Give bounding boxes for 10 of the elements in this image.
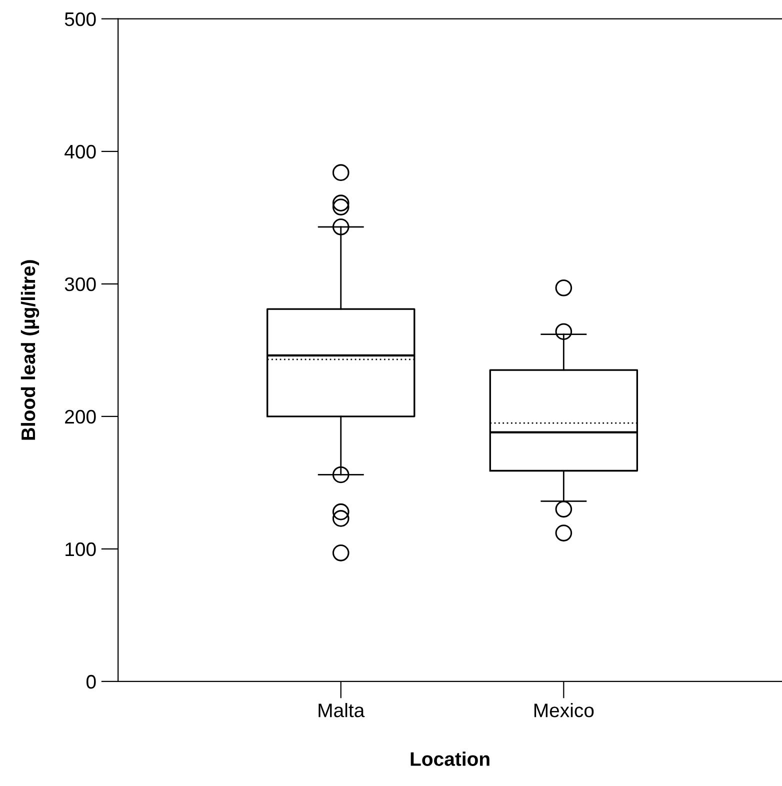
x-tick-label: Mexico xyxy=(534,702,594,718)
y-tick-label: 400 xyxy=(64,144,96,159)
x-tick-label: Malta xyxy=(318,702,365,718)
y-tick-label: 100 xyxy=(66,542,96,556)
y-tick-label: 500 xyxy=(64,12,96,26)
y-axis-title: Blood lead (µg/litre) xyxy=(20,260,40,440)
y-tick-label: 200 xyxy=(65,410,96,424)
y-tick-label: 0 xyxy=(86,674,96,689)
y-tick-label: 300 xyxy=(64,277,96,292)
x-axis-title: Location xyxy=(410,752,490,766)
